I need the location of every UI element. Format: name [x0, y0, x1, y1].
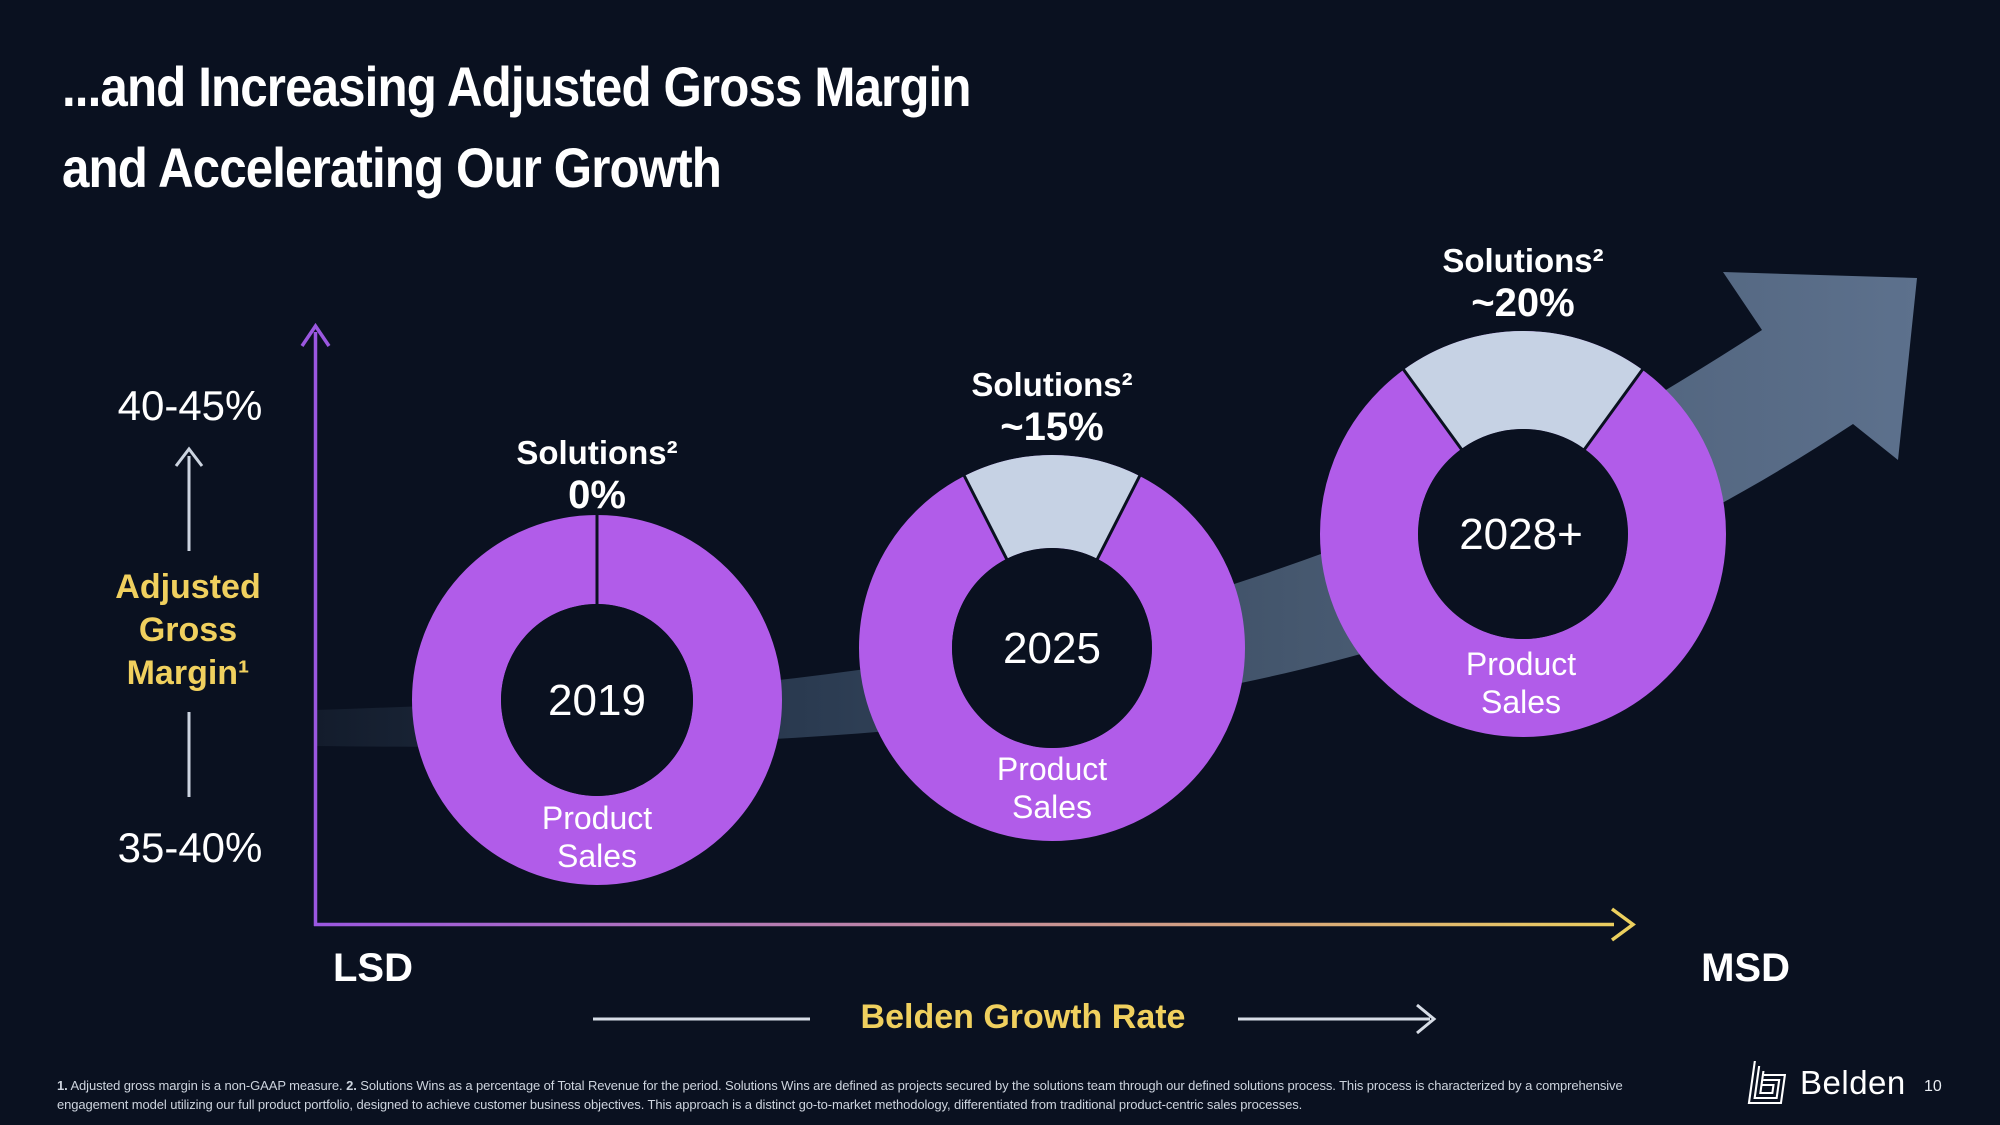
solutions-name: Solutions²: [1442, 242, 1604, 279]
page-number: 10: [1924, 1078, 1942, 1095]
donut-2019-year: 2019: [548, 676, 646, 725]
x-axis-right-label: MSD: [1701, 946, 1790, 990]
y-axis-low-label: 35-40%: [117, 824, 263, 871]
belden-logo-icon: [1747, 1061, 1786, 1105]
growth-caption-right-arrow-head: [1416, 1003, 1437, 1035]
footnote-1-text: Adjusted gross margin is a non-GAAP meas…: [70, 1078, 343, 1093]
x-axis-arrowhead: [1610, 907, 1636, 942]
brand-wordmark: Belden: [1800, 1064, 1906, 1101]
footnote-1: 1. Adjusted gross margin is a non-GAAP m…: [57, 1078, 343, 1093]
y-axis-title-line3: Margin¹: [126, 654, 250, 692]
donut-2025-solutions-label: Solutions² ~15%: [912, 366, 1192, 450]
y-axis-title: Adjusted Gross Margin¹: [58, 566, 318, 695]
donut-2028-solutions-label: Solutions² ~20%: [1383, 242, 1663, 326]
solutions-value: ~20%: [1471, 281, 1575, 325]
y-axis-title-line1: Adjusted: [115, 568, 261, 606]
x-axis-left-label: LSD: [333, 946, 413, 990]
footnote-2-text: Solutions Wins as a percentage of Total …: [57, 1078, 1623, 1112]
donut-charts: [412, 330, 1726, 885]
y-axis-arrowhead: [300, 322, 331, 347]
solutions-name: Solutions²: [516, 434, 678, 471]
title-line-2: and Accelerating Our Growth: [62, 136, 722, 199]
footnotes: 1. Adjusted gross margin is a non-GAAP m…: [57, 1077, 1639, 1114]
donut-2025-product-label: Product Sales: [996, 751, 1108, 825]
title-line-1: ...and Increasing Adjusted Gross Margin: [62, 55, 971, 118]
x-axis-title: Belden Growth Rate: [860, 998, 1186, 1036]
y-axis-high-label: 40-45%: [117, 382, 263, 429]
donut-2028-product-label: Product Sales: [1465, 646, 1577, 720]
y-axis-title-line2: Gross: [138, 611, 238, 649]
donut-2019-solutions-label: Solutions² 0%: [457, 434, 737, 518]
footnote-2: 2. Solutions Wins as a percentage of Tot…: [57, 1078, 1623, 1112]
footnote-2-marker: 2.: [346, 1078, 357, 1093]
solutions-value: ~15%: [1000, 405, 1104, 449]
slide-title: ...and Increasing Adjusted Gross Margin …: [62, 46, 971, 208]
margin-up-arrow-head: [174, 446, 204, 467]
solutions-name: Solutions²: [971, 366, 1133, 403]
solutions-value: 0%: [568, 473, 626, 517]
donut-2025-year: 2025: [1003, 624, 1101, 673]
footnote-1-marker: 1.: [57, 1078, 68, 1093]
donut-2019-product-label: Product Sales: [541, 800, 653, 874]
donut-2028-year: 2028+: [1459, 510, 1583, 559]
footer-brand: Belden: [1744, 1060, 1906, 1106]
